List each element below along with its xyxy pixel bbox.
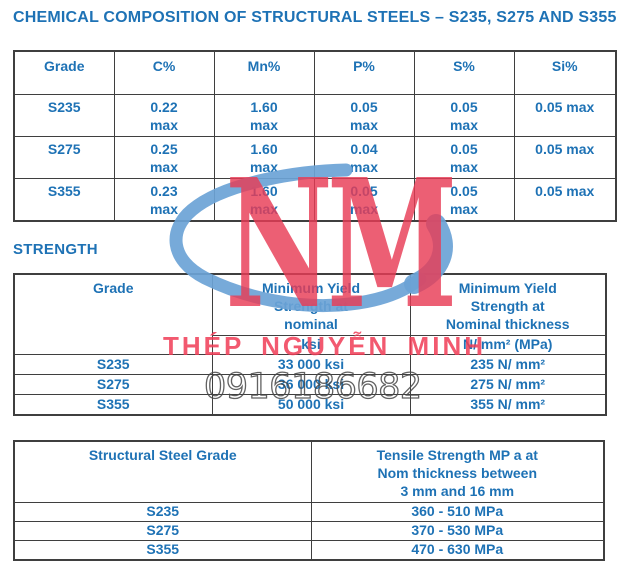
subheader-cell-ksi: ksi: [211, 335, 411, 355]
header-cell-grade: Grade: [13, 273, 213, 355]
header-cell-manganese: Mn%: [213, 50, 315, 95]
cell-s: 0.05 max: [413, 93, 515, 137]
cell-p: 0.05 max: [313, 177, 415, 221]
table-row-s355: S355 0.23 max 1.60 max 0.05 max 0.05 max…: [13, 177, 617, 221]
header-cell-steel-grade: Structural Steel Grade: [13, 440, 312, 503]
cell-grade: S275: [13, 374, 213, 395]
header-cell-grade: Grade: [13, 50, 115, 95]
cell-s: 0.05 max: [413, 177, 515, 221]
table-row-s355: S355 50 000 ksi 355 N/ mm²: [13, 394, 607, 415]
cell-mn: 1.60 max: [213, 135, 315, 179]
cell-c: 0.22 max: [113, 93, 215, 137]
cell-grade: S355: [13, 540, 312, 560]
yield-strength-table: Grade Minimum Yield Strength at nominal …: [13, 273, 607, 416]
cell-grade: S355: [13, 177, 115, 221]
cell-tensile-range: 370 - 530 MPa: [310, 521, 605, 541]
cell-yield-ksi: 50 000 ksi: [211, 394, 411, 415]
cell-yield-mpa: 235 N/ mm²: [409, 354, 607, 375]
cell-grade: S235: [13, 502, 312, 522]
composition-header-row: Grade C% Mn% P% S% Si%: [13, 50, 617, 95]
cell-grade: S355: [13, 394, 213, 415]
header-cell-tensile-strength: Tensile Strength MP a at Nom thickness b…: [310, 440, 605, 503]
cell-tensile-range: 360 - 510 MPa: [310, 502, 605, 522]
table-row-s355: S355 470 - 630 MPa: [13, 540, 605, 560]
cell-grade: S275: [13, 521, 312, 541]
cell-yield-ksi: 36 000 ksi: [211, 374, 411, 395]
cell-p: 0.04 max: [313, 135, 415, 179]
cell-yield-mpa: 275 N/ mm²: [409, 374, 607, 395]
cell-si: 0.05 max: [513, 135, 617, 179]
header-cell-yield-nominal: Minimum Yield Strength at nominal: [211, 273, 411, 336]
cell-grade: S235: [13, 93, 115, 137]
header-cell-silicon: Si%: [513, 50, 617, 95]
tensile-strength-table: Structural Steel Grade Tensile Strength …: [13, 440, 605, 561]
header-cell-carbon: C%: [113, 50, 215, 95]
cell-c: 0.25 max: [113, 135, 215, 179]
cell-yield-mpa: 355 N/ mm²: [409, 394, 607, 415]
subheader-cell-nmm2: N/ mm² (MPa): [409, 335, 607, 355]
page-title: CHEMICAL COMPOSITION OF STRUCTURAL STEEL…: [13, 9, 617, 26]
header-cell-yield-thickness: Minimum Yield Strength at Nominal thickn…: [409, 273, 607, 336]
table-row-s235: S235 33 000 ksi 235 N/ mm²: [13, 354, 607, 375]
cell-c: 0.23 max: [113, 177, 215, 221]
table-row-s275: S275 36 000 ksi 275 N/ mm²: [13, 374, 607, 395]
table-row-s235: S235 0.22 max 1.60 max 0.05 max 0.05 max…: [13, 93, 617, 137]
yield-header-row: Grade Minimum Yield Strength at nominal …: [13, 273, 607, 355]
cell-grade: S235: [13, 354, 213, 375]
cell-mn: 1.60 max: [213, 93, 315, 137]
cell-si: 0.05 max: [513, 93, 617, 137]
header-cell-sulfur: S%: [413, 50, 515, 95]
cell-p: 0.05 max: [313, 93, 415, 137]
strength-heading: STRENGTH: [13, 241, 98, 258]
table-row-s275: S275 0.25 max 1.60 max 0.04 max 0.05 max…: [13, 135, 617, 179]
cell-yield-ksi: 33 000 ksi: [211, 354, 411, 375]
cell-mn: 1.60 max: [213, 177, 315, 221]
cell-s: 0.05 max: [413, 135, 515, 179]
composition-table: Grade C% Mn% P% S% Si% S235 0.22 max 1.6…: [13, 50, 617, 222]
cell-si: 0.05 max: [513, 177, 617, 221]
table-row-s235: S235 360 - 510 MPa: [13, 502, 605, 522]
cell-tensile-range: 470 - 630 MPa: [310, 540, 605, 560]
header-cell-phosphorus: P%: [313, 50, 415, 95]
tensile-header-row: Structural Steel Grade Tensile Strength …: [13, 440, 605, 503]
cell-grade: S275: [13, 135, 115, 179]
table-row-s275: S275 370 - 530 MPa: [13, 521, 605, 541]
